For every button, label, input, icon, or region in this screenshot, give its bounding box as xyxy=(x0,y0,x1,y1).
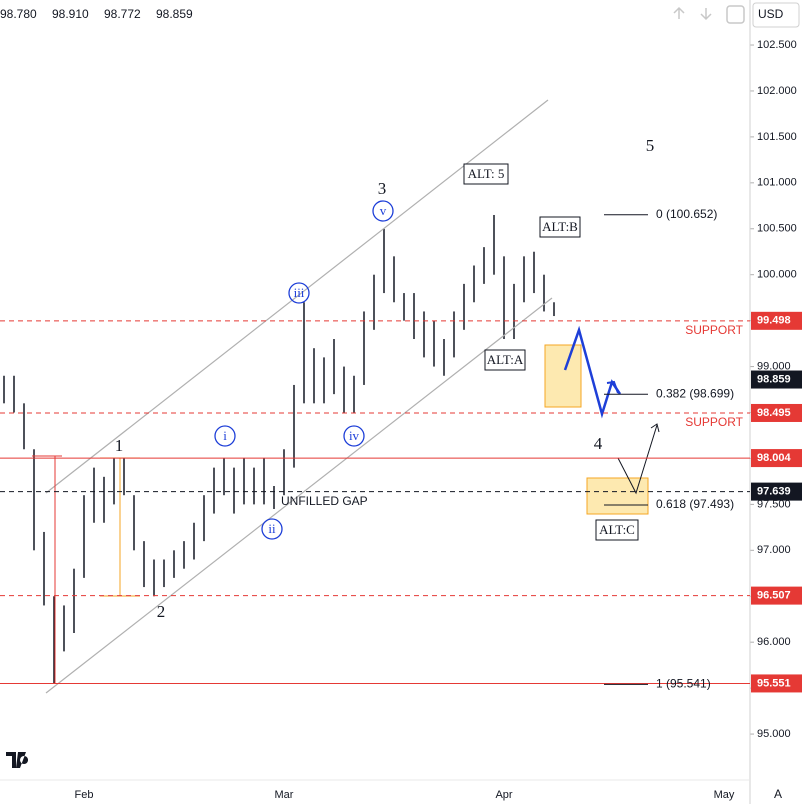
wave-label: v xyxy=(380,203,387,218)
wave-label: 4 xyxy=(594,434,603,453)
wave-circle xyxy=(261,518,283,540)
y-tick-label: 101.500 xyxy=(757,131,797,143)
price-tag-label: 98.495 xyxy=(757,407,791,419)
y-tick-label: 99.000 xyxy=(757,360,791,372)
projection xyxy=(617,424,658,495)
price-tag-label: 95.551 xyxy=(757,677,791,689)
ohlc-high: 98.910 xyxy=(52,7,89,21)
y-tick-label: 95.000 xyxy=(757,728,791,740)
wave-circle xyxy=(343,425,365,447)
projection xyxy=(606,380,619,394)
fib-label: 0.382 (98.699) xyxy=(656,386,734,400)
alt-label: ALT:C xyxy=(599,522,635,537)
price-tag xyxy=(751,403,802,422)
wave-circle xyxy=(372,200,394,222)
currency-button[interactable] xyxy=(752,2,800,28)
fib-label: 0 (100.652) xyxy=(656,207,717,221)
y-tick-label: 100.500 xyxy=(757,223,797,235)
alt-label: ALT:A xyxy=(487,352,524,367)
y-tick-label: 97.000 xyxy=(757,544,791,556)
y-tick-label: 100.000 xyxy=(757,269,797,281)
price-tag xyxy=(751,586,802,605)
scroll-down-button[interactable] xyxy=(700,8,712,21)
price-tag xyxy=(751,449,802,468)
price-tag xyxy=(751,311,802,330)
logo xyxy=(6,752,29,768)
fib-label: 1 (95.541) xyxy=(656,677,711,691)
currency[interactable]: USD xyxy=(758,7,784,21)
price-tag-label: 98.004 xyxy=(757,452,792,464)
price-tag-label: 96.507 xyxy=(757,590,791,602)
wave-label: 1 xyxy=(115,436,124,455)
ohlc-open: 98.780 xyxy=(0,7,37,21)
wave-label: 5 xyxy=(646,136,655,155)
target-box xyxy=(586,477,649,515)
y-tick-label: 97.500 xyxy=(757,498,791,510)
wave-label: 3 xyxy=(378,179,387,198)
settings-button[interactable] xyxy=(726,5,745,24)
price-tag-label: 99.498 xyxy=(757,315,791,327)
gap-label: UNFILLED GAP xyxy=(281,494,368,508)
ohlc-low: 98.772 xyxy=(104,7,141,21)
x-tick-label: Feb xyxy=(75,789,94,801)
wave-label: ii xyxy=(268,521,276,536)
channel-lower xyxy=(45,297,553,694)
scroll-up-button[interactable] xyxy=(673,6,685,19)
x-tick-label: Apr xyxy=(495,789,512,801)
wave-label: 2 xyxy=(157,602,166,621)
price-tag-label: 97.639 xyxy=(757,486,791,498)
y-tick-label: 96.000 xyxy=(757,636,791,648)
last-price-tag xyxy=(751,370,802,389)
y-tick-label: 101.000 xyxy=(757,177,797,189)
label-box xyxy=(595,519,639,541)
ohlc-close: 98.859 xyxy=(156,7,193,21)
alt-label: ALT:B xyxy=(542,219,578,234)
label-box xyxy=(484,349,526,371)
target-box xyxy=(544,344,582,408)
wave-label: iii xyxy=(294,285,305,300)
overlay: 99.498 98.495 98.004 97.639 96.507 95.551 98.8… xyxy=(0,207,802,693)
fib-label: 0.618 (97.493) xyxy=(656,497,734,511)
y-tick-label: 102.000 xyxy=(757,85,797,97)
x-tick-label: May xyxy=(714,789,735,801)
wave-circle xyxy=(288,282,310,304)
support-label: SUPPORT xyxy=(685,323,743,337)
alt-label: ALT: 5 xyxy=(468,166,505,181)
auto-scale[interactable]: A xyxy=(774,787,782,801)
wave-circle xyxy=(214,425,236,447)
y-tick-label: 102.500 xyxy=(757,39,797,51)
label-box xyxy=(463,163,509,185)
last-price-label: 98.859 xyxy=(757,373,791,385)
label-box xyxy=(539,216,581,238)
support-label: SUPPORT xyxy=(685,415,743,429)
x-tick-label: Mar xyxy=(275,789,294,801)
projection xyxy=(650,423,660,433)
wave-label: iv xyxy=(349,428,360,443)
wave-label: i xyxy=(223,428,227,443)
price-tag xyxy=(751,482,802,501)
price-tag xyxy=(751,674,802,693)
